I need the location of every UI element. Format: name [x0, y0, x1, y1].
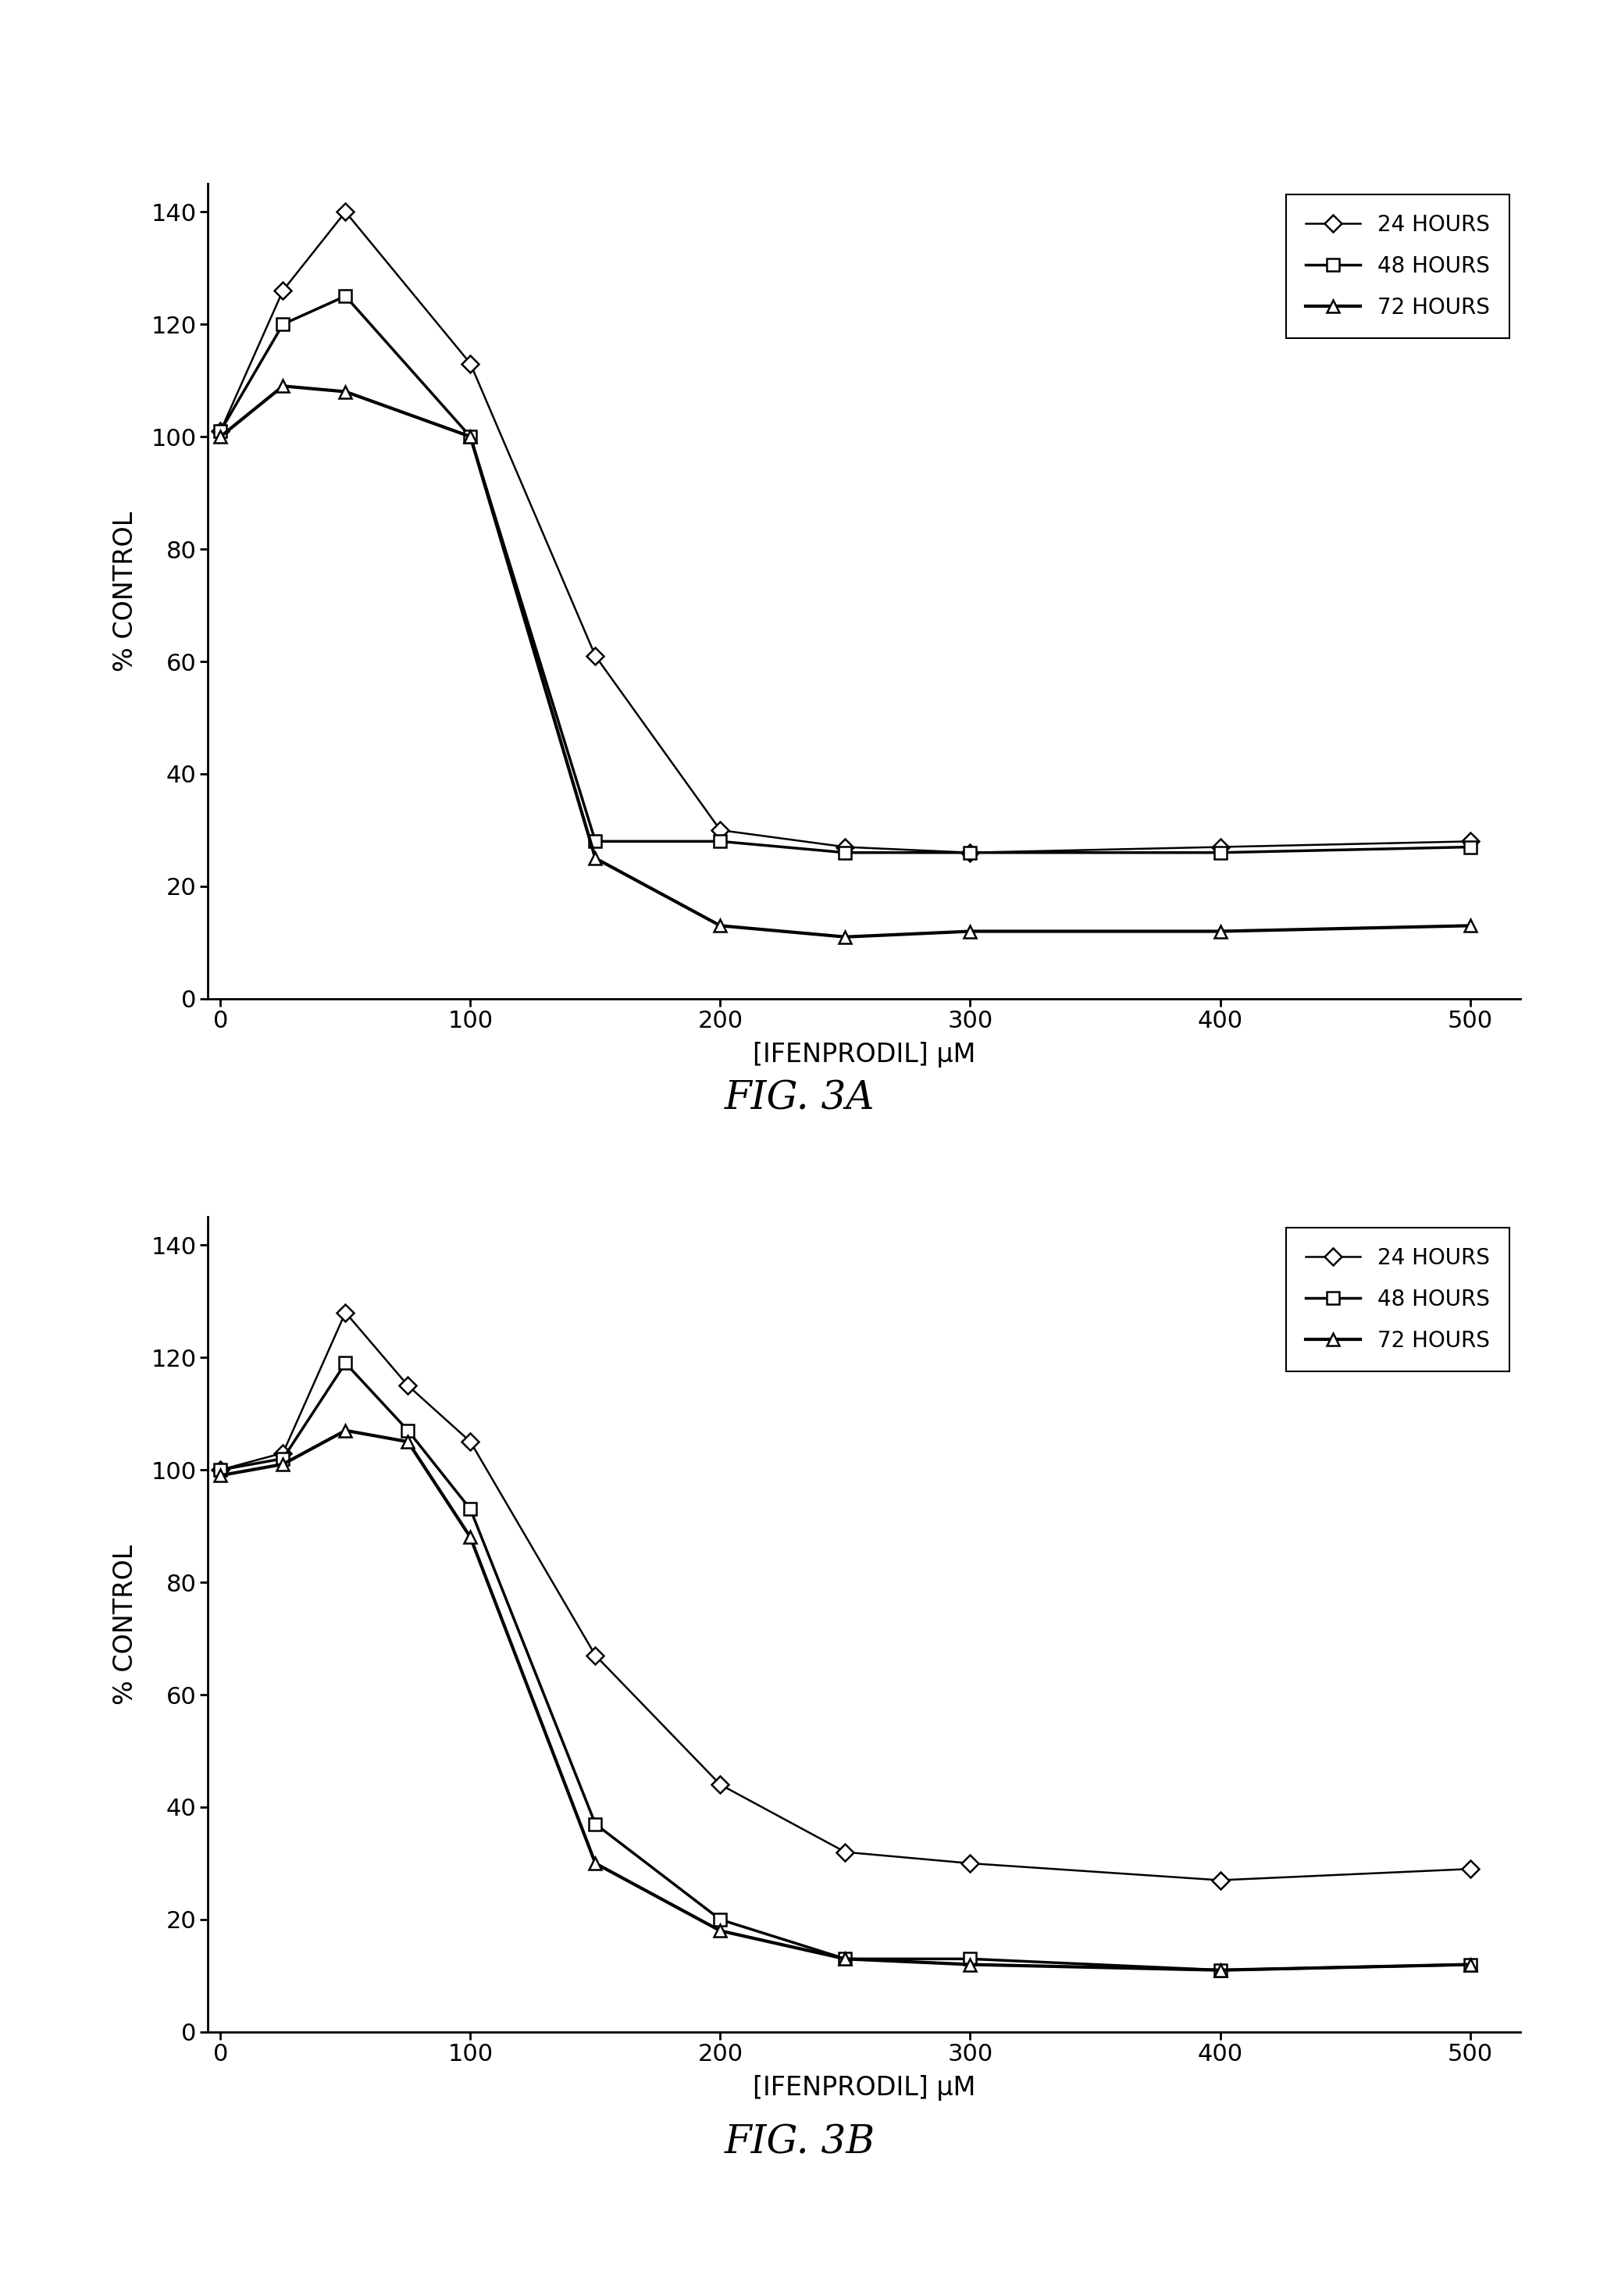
24 HOURS — [1461, 827, 1480, 854]
24 HOURS — [835, 833, 854, 861]
48 HOURS — [274, 1444, 293, 1472]
48 HOURS — [398, 1417, 418, 1444]
72 HOURS — [1461, 912, 1480, 939]
Y-axis label: % CONTROL: % CONTROL — [112, 1545, 138, 1704]
72 HOURS — [710, 1917, 730, 1945]
24 HOURS — [960, 1851, 979, 1878]
48 HOURS — [586, 827, 605, 854]
Text: FIG. 3A: FIG. 3A — [725, 1079, 875, 1118]
72 HOURS — [960, 918, 979, 946]
24 HOURS — [211, 1456, 230, 1483]
24 HOURS — [336, 1300, 355, 1327]
24 HOURS — [960, 838, 979, 866]
48 HOURS — [336, 1350, 355, 1378]
48 HOURS — [274, 310, 293, 338]
48 HOURS — [835, 1945, 854, 1972]
72 HOURS — [586, 845, 605, 872]
72 HOURS — [274, 1451, 293, 1479]
Legend: 24 HOURS, 48 HOURS, 72 HOURS: 24 HOURS, 48 HOURS, 72 HOURS — [1286, 1228, 1509, 1371]
24 HOURS — [1211, 1867, 1230, 1894]
24 HOURS — [336, 197, 355, 225]
72 HOURS — [398, 1428, 418, 1456]
72 HOURS — [211, 1463, 230, 1490]
48 HOURS — [461, 422, 480, 450]
Line: 24 HOURS: 24 HOURS — [214, 1306, 1475, 1885]
48 HOURS — [336, 282, 355, 310]
48 HOURS — [1211, 838, 1230, 866]
24 HOURS — [274, 1440, 293, 1467]
24 HOURS — [710, 817, 730, 845]
72 HOURS — [461, 1525, 480, 1552]
24 HOURS — [461, 349, 480, 377]
Line: 72 HOURS: 72 HOURS — [214, 1424, 1475, 1977]
Line: 48 HOURS: 48 HOURS — [214, 1357, 1475, 1977]
48 HOURS — [960, 838, 979, 866]
72 HOURS — [1211, 1956, 1230, 1984]
24 HOURS — [274, 278, 293, 305]
48 HOURS — [710, 827, 730, 854]
72 HOURS — [336, 379, 355, 406]
24 HOURS — [586, 643, 605, 670]
48 HOURS — [211, 418, 230, 445]
72 HOURS — [586, 1851, 605, 1878]
24 HOURS — [461, 1428, 480, 1456]
72 HOURS — [336, 1417, 355, 1444]
48 HOURS — [710, 1906, 730, 1933]
X-axis label: [IFENPRODIL] μM: [IFENPRODIL] μM — [752, 2076, 976, 2101]
72 HOURS — [461, 422, 480, 450]
72 HOURS — [211, 422, 230, 450]
24 HOURS — [710, 1770, 730, 1798]
72 HOURS — [960, 1952, 979, 1979]
72 HOURS — [835, 1945, 854, 1972]
Line: 72 HOURS: 72 HOURS — [214, 381, 1475, 944]
24 HOURS — [1211, 833, 1230, 861]
Text: FIG. 3B: FIG. 3B — [725, 2124, 875, 2163]
48 HOURS — [1461, 1952, 1480, 1979]
48 HOURS — [1211, 1956, 1230, 1984]
Line: 24 HOURS: 24 HOURS — [214, 207, 1475, 859]
24 HOURS — [398, 1371, 418, 1398]
24 HOURS — [835, 1839, 854, 1867]
72 HOURS — [1211, 918, 1230, 946]
48 HOURS — [1461, 833, 1480, 861]
48 HOURS — [586, 1809, 605, 1837]
72 HOURS — [274, 372, 293, 400]
72 HOURS — [710, 912, 730, 939]
48 HOURS — [835, 838, 854, 866]
Legend: 24 HOURS, 48 HOURS, 72 HOURS: 24 HOURS, 48 HOURS, 72 HOURS — [1286, 195, 1509, 338]
24 HOURS — [1461, 1855, 1480, 1883]
24 HOURS — [211, 418, 230, 445]
Y-axis label: % CONTROL: % CONTROL — [112, 512, 138, 670]
72 HOURS — [835, 923, 854, 951]
48 HOURS — [211, 1456, 230, 1483]
24 HOURS — [586, 1642, 605, 1669]
48 HOURS — [461, 1495, 480, 1522]
72 HOURS — [1461, 1952, 1480, 1979]
48 HOURS — [960, 1945, 979, 1972]
Line: 48 HOURS: 48 HOURS — [214, 289, 1475, 859]
X-axis label: [IFENPRODIL] μM: [IFENPRODIL] μM — [752, 1042, 976, 1068]
